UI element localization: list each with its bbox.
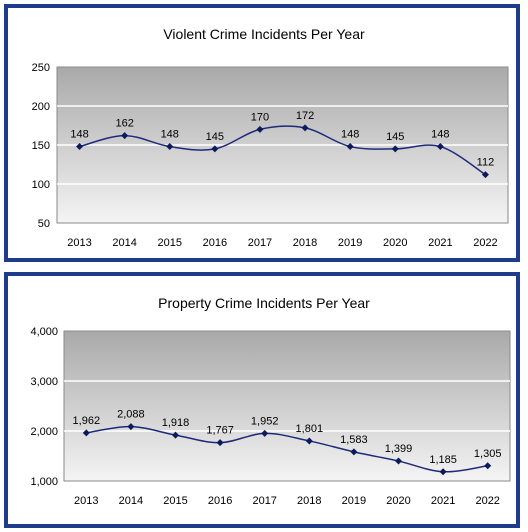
data-point-marker (305, 437, 313, 445)
y-tick-label: 3,000 (30, 376, 58, 388)
data-point-marker (172, 431, 179, 439)
x-tick-label: 2016 (208, 495, 232, 507)
x-tick-label: 2022 (475, 495, 499, 507)
data-label: 1,801 (296, 423, 324, 435)
y-tick-label: 50 (38, 218, 50, 230)
x-tick-label: 2017 (248, 237, 272, 249)
chart-title: Violent Crime Incidents Per Year (163, 26, 365, 42)
data-point-marker (391, 145, 399, 153)
data-label: 148 (431, 129, 449, 141)
data-point-marker (346, 143, 354, 151)
y-tick-label: 1,000 (30, 476, 58, 488)
data-point-marker (436, 143, 444, 151)
data-label: 2,088 (117, 409, 145, 421)
x-tick-label: 2013 (74, 495, 98, 507)
data-label: 145 (206, 131, 224, 143)
data-point-marker (76, 143, 84, 151)
x-tick-label: 2020 (386, 495, 410, 507)
x-tick-label: 2022 (473, 237, 497, 249)
data-label: 145 (386, 131, 404, 143)
x-tick-label: 2019 (338, 237, 362, 249)
series-line (79, 125, 486, 176)
data-label: 1,583 (340, 434, 368, 446)
y-tick-label: 200 (32, 101, 50, 113)
data-point-marker (350, 448, 358, 456)
data-label: 1,918 (162, 417, 190, 429)
property-crime-chart: Property Crime Incidents Per Year 1,000 2… (30, 295, 511, 507)
data-point-marker (261, 429, 269, 437)
violent-crime-chart-panel: Violent Crime Incidents Per Year 50 100 15… (4, 4, 520, 262)
data-point-marker (484, 462, 492, 470)
data-point-marker (439, 468, 447, 476)
data-point-marker (481, 171, 489, 179)
data-point-marker (211, 145, 219, 153)
data-point-marker (256, 125, 264, 133)
plot-area (63, 330, 511, 482)
data-point-marker (82, 429, 90, 437)
y-tick-label: 100 (32, 179, 50, 191)
x-tick-label: 2014 (112, 237, 136, 249)
data-label: 1,305 (474, 448, 502, 460)
violent-crime-chart: Violent Crime Incidents Per Year 50 100 15… (32, 26, 509, 249)
data-label: 112 (477, 157, 495, 169)
y-tick-label: 250 (32, 62, 50, 74)
y-tick-label: 150 (32, 140, 50, 152)
data-label: 148 (161, 129, 179, 141)
data-label: 162 (115, 118, 133, 130)
data-label: 148 (341, 129, 359, 141)
x-tick-label: 2021 (431, 495, 455, 507)
y-tick-label: 2,000 (30, 426, 58, 438)
x-tick-label: 2019 (342, 495, 366, 507)
data-point-marker (301, 124, 309, 132)
data-label: 1,185 (429, 454, 457, 466)
x-tick-label: 2015 (158, 237, 182, 249)
data-label: 1,962 (73, 415, 101, 427)
x-tick-label: 2018 (297, 495, 321, 507)
x-tick-label: 2016 (203, 237, 227, 249)
data-label: 1,952 (251, 415, 279, 427)
data-point-marker (166, 143, 174, 151)
y-tick-label: 4,000 (30, 326, 58, 338)
data-label: 172 (296, 110, 314, 122)
data-point-marker (216, 439, 224, 447)
data-label: 1,767 (206, 425, 234, 437)
data-label: 1,399 (385, 443, 413, 455)
x-tick-label: 2020 (383, 237, 407, 249)
chart-title: Property Crime Incidents Per Year (158, 295, 370, 311)
data-point-marker (121, 132, 129, 140)
x-tick-label: 2014 (119, 495, 143, 507)
series-line (86, 425, 488, 473)
data-point-marker (395, 457, 402, 465)
property-crime-chart-panel: Property Crime Incidents Per Year 1,000 2… (4, 272, 520, 528)
x-tick-label: 2018 (293, 237, 317, 249)
x-tick-label: 2015 (163, 495, 187, 507)
data-label: 148 (70, 129, 88, 141)
x-tick-label: 2017 (252, 495, 276, 507)
x-tick-label: 2013 (67, 237, 91, 249)
data-label: 170 (251, 111, 269, 123)
x-tick-label: 2021 (428, 237, 452, 249)
